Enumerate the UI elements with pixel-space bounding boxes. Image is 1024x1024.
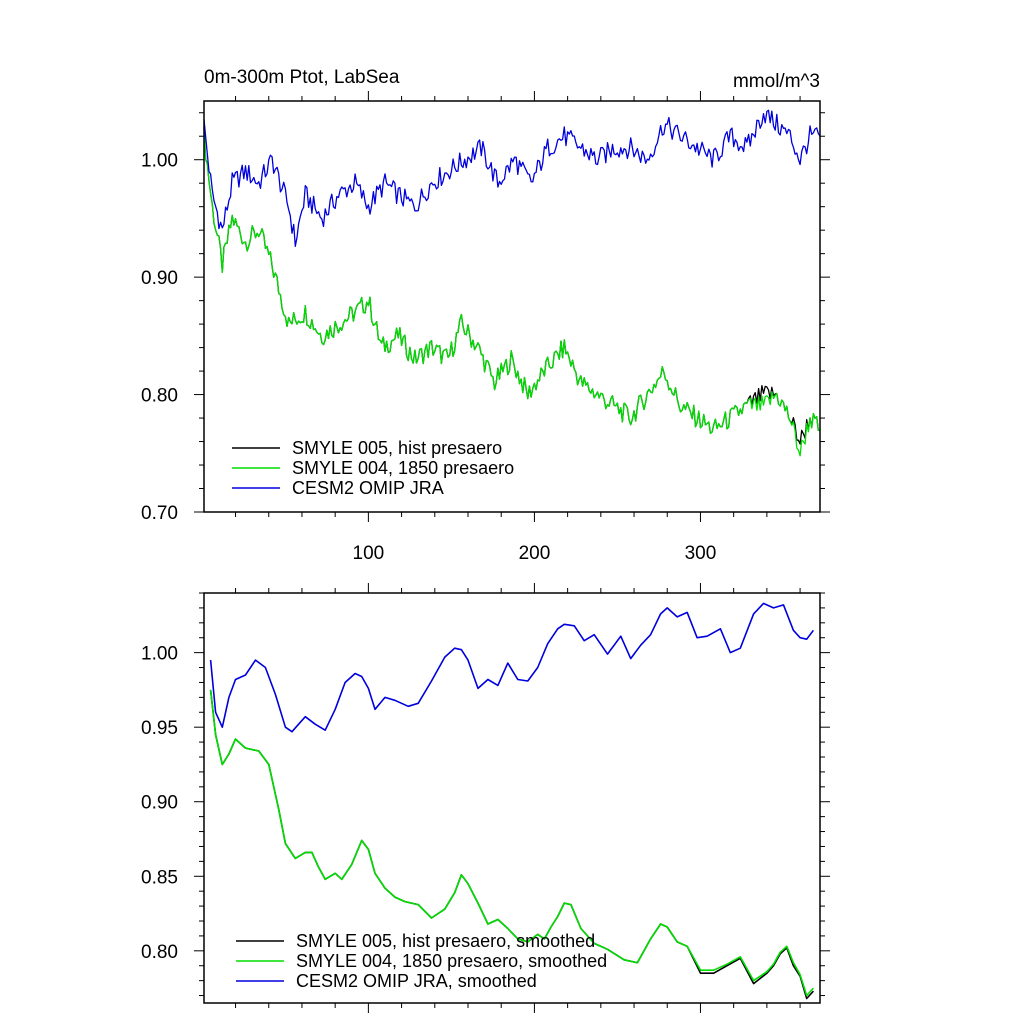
y-tick-label: 0.95 xyxy=(141,718,178,739)
top-panel: 0m-300m Ptot, LabSea mmol/m^3 0.700.800.… xyxy=(141,67,830,564)
series-line-3 xyxy=(209,602,815,733)
bottom-panel-legend: SMYLE 005, hist presaero, smoothedSMYLE … xyxy=(236,931,607,991)
y-tick-label: 0.70 xyxy=(141,503,178,524)
x-tick-label: 300 xyxy=(685,543,717,564)
y-tick-label: 0.90 xyxy=(141,268,178,289)
bottom-panel-series xyxy=(209,602,815,1000)
series-line-2 xyxy=(203,127,821,457)
y-tick-label: 0.80 xyxy=(141,942,178,963)
y-tick-label: 1.00 xyxy=(141,151,178,172)
y-tick-label: 1.00 xyxy=(141,644,178,665)
series-line-1 xyxy=(203,127,821,445)
x-tick-label: 200 xyxy=(519,543,551,564)
y-tick-label: 0.85 xyxy=(141,867,178,888)
series-line-2 xyxy=(209,689,814,997)
legend-label-3: CESM2 OMIP JRA xyxy=(292,478,444,498)
top-panel-series xyxy=(203,109,821,457)
top-panel-frame xyxy=(203,100,821,513)
legend-label-1: SMYLE 005, hist presaero xyxy=(292,438,502,458)
top-panel-title: 0m-300m Ptot, LabSea xyxy=(204,67,400,88)
legend-label-2: SMYLE 004, 1850 presaero xyxy=(292,458,514,478)
y-tick-label: 0.80 xyxy=(141,386,178,407)
top-panel-units: mmol/m^3 xyxy=(733,71,820,92)
series-line-3 xyxy=(203,109,821,247)
legend-label-2: SMYLE 004, 1850 presaero, smoothed xyxy=(296,951,607,971)
legend-label-3: CESM2 OMIP JRA, smoothed xyxy=(296,971,537,991)
bottom-panel-ticks: 0.80 0.85 0.90 0.95 1.00 xyxy=(141,583,830,1013)
bottom-panel-frame xyxy=(203,592,821,1004)
x-tick-label: 100 xyxy=(353,543,385,564)
top-panel-ticks: 0.70 0.80 0.90 1.00 100 200 300 xyxy=(141,91,830,564)
bottom-panel: 0.80 0.85 0.90 0.95 1.00 SMYLE 005, hist pre… xyxy=(141,583,830,1013)
y-tick-label: 0.90 xyxy=(141,793,178,814)
legend-label-1: SMYLE 005, hist presaero, smoothed xyxy=(296,931,595,951)
